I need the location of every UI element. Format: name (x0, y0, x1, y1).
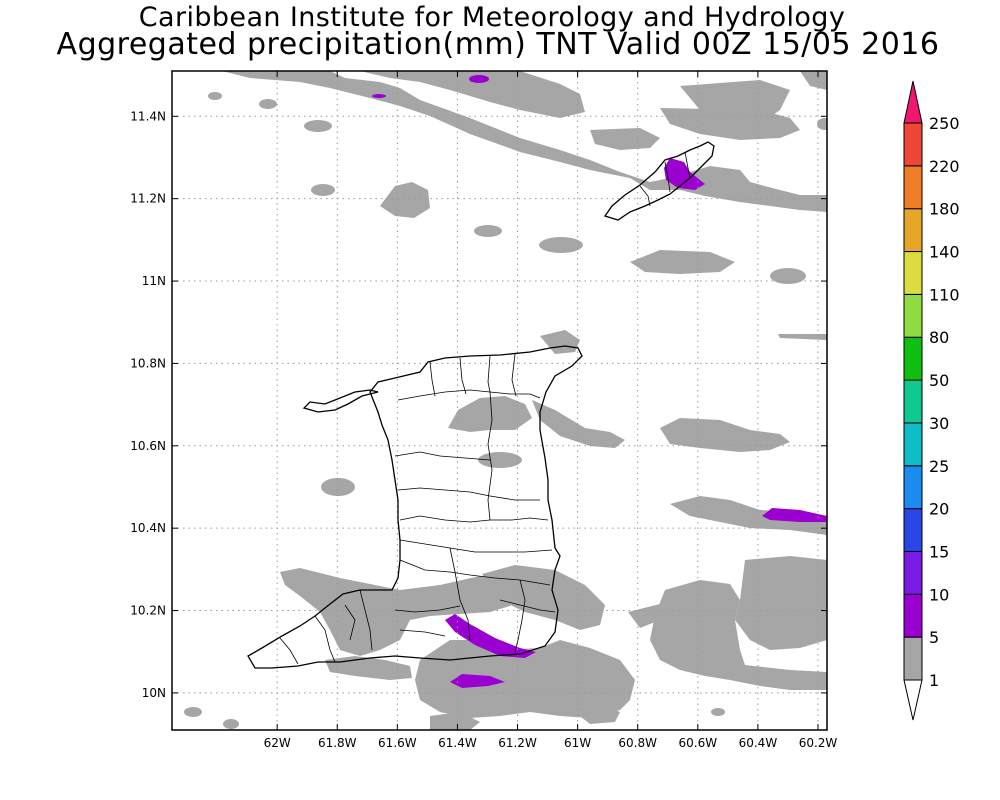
colorbar-level-label: 20 (929, 500, 949, 519)
colorbar-level-label: 25 (929, 457, 949, 476)
rainfall-1-5mm-areas (184, 71, 827, 730)
colorbar-swatch (903, 465, 923, 510)
lat-tick-label: 11.2N (130, 192, 166, 206)
colorbar-swatch (903, 251, 923, 295)
colorbar-level-label: 1 (929, 671, 939, 690)
trinidad-coastline (247, 345, 583, 669)
colorbar-above-triangle (903, 80, 923, 124)
colorbar-swatch (903, 508, 923, 552)
rainfall-5-10mm-areas (372, 75, 827, 688)
lon-tick-label: 61.2W (498, 736, 537, 750)
colorbar-level-label: 5 (929, 628, 939, 647)
lon-tick-label: 61.4W (438, 736, 477, 750)
lon-tick-label: 61.8W (318, 736, 357, 750)
plot-frame (171, 70, 828, 731)
colorbar-level-label: 50 (929, 371, 949, 390)
colorbar-swatch (903, 379, 923, 424)
colorbar-level-label: 15 (929, 542, 949, 561)
tobago-coastline (603, 141, 715, 221)
rainfall-layer (184, 71, 827, 730)
lat-tick-label: 11.4N (130, 109, 166, 123)
chart-title: Caribbean Institute for Meteorology and … (138, 2, 846, 33)
lat-tick-label: 10.4N (130, 521, 166, 535)
colorbar-level-label: 80 (929, 328, 949, 347)
lat-tick-label: 11N (142, 274, 166, 288)
colorbar (903, 80, 923, 721)
colorbar-swatch (903, 422, 923, 467)
chart-subtitle: Aggregated precipitation(mm) TNT Valid 0… (56, 27, 940, 62)
coastline-and-boundaries (247, 141, 715, 669)
lat-tick-label: 10.8N (130, 356, 166, 370)
colorbar-level-label: 180 (929, 200, 960, 219)
colorbar-swatch (903, 550, 923, 595)
colorbar-level-label: 30 (929, 414, 949, 433)
colorbar-swatch (903, 636, 923, 681)
lon-tick-label: 62W (264, 736, 291, 750)
trinidad-northwest-peninsula (302, 389, 379, 413)
colorbar-level-label: 140 (929, 243, 960, 262)
lon-tick-label: 60.6W (679, 736, 718, 750)
lat-tick-label: 10N (142, 686, 166, 700)
colorbar-level-label: 220 (929, 157, 960, 176)
colorbar-swatch (903, 593, 923, 638)
longitude-tick-labels: 62W 61.8W 61.6W 61.4W 61.2W 61W 60.8W 60.6W 60.4… (264, 736, 838, 750)
colorbar-swatch (903, 336, 923, 381)
administrative-boundaries (279, 151, 691, 665)
latitude-tick-labels: 10N 10.2N 10.4N 10.6N 10.8N 11N 11.2N 11.4N (130, 109, 166, 700)
colorbar-level-label: 110 (929, 285, 960, 304)
colorbar-swatch (903, 293, 923, 338)
grid-lines (172, 71, 827, 730)
lat-tick-label: 10.2N (130, 604, 166, 618)
lat-tick-label: 10.6N (130, 439, 166, 453)
lon-tick-label: 60.4W (739, 736, 778, 750)
colorbar-level-label: 10 (929, 585, 949, 604)
lon-tick-label: 61.6W (378, 736, 417, 750)
lon-tick-label: 60.8W (618, 736, 657, 750)
colorbar-below-triangle (903, 679, 923, 721)
colorbar-swatch (903, 208, 923, 253)
lon-tick-label: 60.2W (799, 736, 838, 750)
axis-ticks (172, 71, 827, 730)
colorbar-swatch (903, 165, 923, 210)
colorbar-level-label: 250 (929, 114, 960, 133)
colorbar-swatch (903, 122, 923, 167)
lon-tick-label: 61W (564, 736, 591, 750)
